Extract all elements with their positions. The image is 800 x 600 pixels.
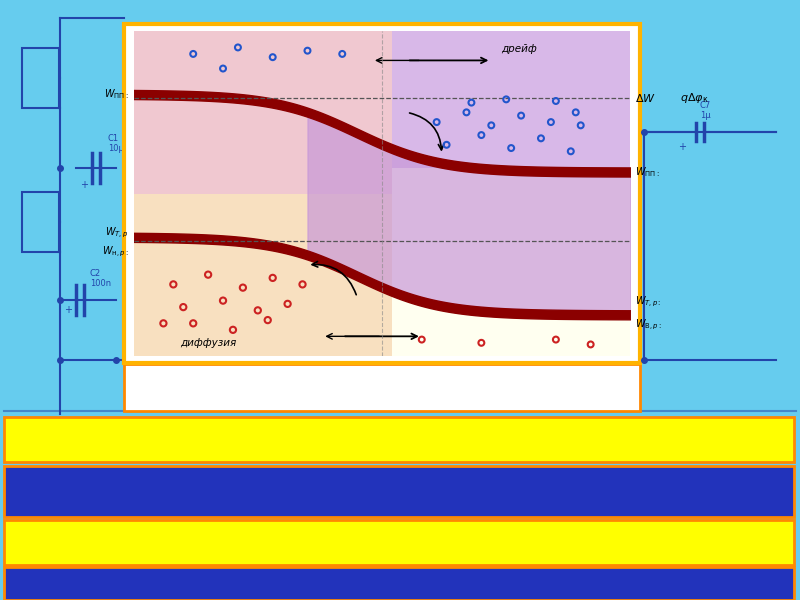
Text: p-n-переход обладает свойством изменять своё электрическое сопротивление в завис: p-n-переход обладает свойством изменять … xyxy=(14,475,597,485)
Text: $q\Delta\varphi_{\text{к}}$: $q\Delta\varphi_{\text{к}}$ xyxy=(680,91,709,105)
Point xyxy=(266,273,279,283)
Point xyxy=(514,111,527,121)
Point xyxy=(301,46,314,55)
Point xyxy=(485,121,498,130)
Point xyxy=(545,117,558,127)
Point xyxy=(237,283,250,292)
FancyBboxPatch shape xyxy=(22,192,59,252)
Text: диффузия: диффузия xyxy=(180,338,236,348)
Point xyxy=(336,49,349,59)
Point xyxy=(177,302,190,312)
Bar xyxy=(392,167,630,356)
Point xyxy=(500,95,513,104)
Point xyxy=(202,270,214,280)
Point xyxy=(564,146,577,156)
Point xyxy=(505,143,518,153)
Point xyxy=(415,335,428,344)
FancyBboxPatch shape xyxy=(124,364,640,411)
Text: +: + xyxy=(64,305,72,315)
Text: +: + xyxy=(678,142,686,152)
FancyBboxPatch shape xyxy=(124,24,640,363)
Point xyxy=(187,49,200,59)
Text: $W_{T,p:}$: $W_{T,p:}$ xyxy=(635,295,662,310)
Point xyxy=(217,64,230,73)
Bar xyxy=(134,31,392,193)
Point xyxy=(534,134,547,143)
Point xyxy=(475,130,488,140)
Text: 2.1.1 Прямое включение p-n-перехода .: 2.1.1 Прямое включение p-n-перехода . xyxy=(16,530,566,554)
Point xyxy=(296,280,309,289)
Point xyxy=(231,43,244,52)
Point xyxy=(570,107,582,117)
Text: +: + xyxy=(80,180,88,190)
FancyBboxPatch shape xyxy=(4,567,794,600)
Text: C2
100n: C2 100n xyxy=(90,269,110,288)
Text: $W_{\text{н},p:}$: $W_{\text{н},p:}$ xyxy=(102,245,129,259)
Text: Зонная диаграмма p-n-перехода, иллюстрирующая баланс
токов в равновесном состоян: Зонная диаграмма p-n-перехода, иллюстрир… xyxy=(134,371,504,400)
FancyBboxPatch shape xyxy=(22,48,59,108)
Text: $W_{T,p}$: $W_{T,p}$ xyxy=(106,225,129,239)
Point xyxy=(475,338,488,347)
Point xyxy=(167,280,180,289)
Point xyxy=(574,121,587,130)
Text: $W_{\Pi\Pi:}$: $W_{\Pi\Pi:}$ xyxy=(104,88,129,101)
Point xyxy=(282,299,294,308)
Bar xyxy=(134,193,392,356)
Bar xyxy=(392,31,630,167)
Text: направления протекающего через него тока. Это свойство называется вентильным.: направления протекающего через него тока… xyxy=(14,498,514,508)
Point xyxy=(217,296,230,305)
Text: $W_{\Pi\Pi:}$: $W_{\Pi\Pi:}$ xyxy=(635,165,660,179)
Text: C1
10μ: C1 10μ xyxy=(108,134,124,153)
Point xyxy=(157,319,170,328)
Point xyxy=(550,96,562,106)
Text: дрейф: дрейф xyxy=(502,44,537,54)
Point xyxy=(460,107,473,117)
Text: $\Delta W$: $\Delta W$ xyxy=(635,92,656,104)
Text: C7
1μ: C7 1μ xyxy=(700,101,711,120)
Point xyxy=(266,52,279,62)
Point xyxy=(226,325,239,335)
Point xyxy=(187,319,200,328)
Text: 2.1 Вентильные свойства p-n-перехода .: 2.1 Вентильные свойства p-n-перехода . xyxy=(16,427,572,451)
FancyBboxPatch shape xyxy=(4,417,794,462)
Point xyxy=(430,117,443,127)
Text: «+» к области p -типа, «–» к области n-типа. Такое подключение называют прямым в: «+» к области p -типа, «–» к области n-т… xyxy=(14,589,608,598)
Point xyxy=(251,305,264,315)
Text: Рассмотрим p-n -переход, к которому подключен внешний источник напряжения с поля: Рассмотрим p-n -переход, к которому подк… xyxy=(14,575,605,585)
FancyBboxPatch shape xyxy=(4,520,794,565)
Point xyxy=(262,315,274,325)
Point xyxy=(550,335,562,344)
Point xyxy=(465,98,478,107)
FancyBboxPatch shape xyxy=(4,466,794,517)
Point xyxy=(440,140,453,149)
Text: $W_{\text{В},p:}$: $W_{\text{В},p:}$ xyxy=(635,317,662,332)
Point xyxy=(584,340,597,349)
Text: R2
8k2: R2 8k2 xyxy=(33,212,49,232)
Text: R1
2k2: R1 2k2 xyxy=(33,68,49,88)
